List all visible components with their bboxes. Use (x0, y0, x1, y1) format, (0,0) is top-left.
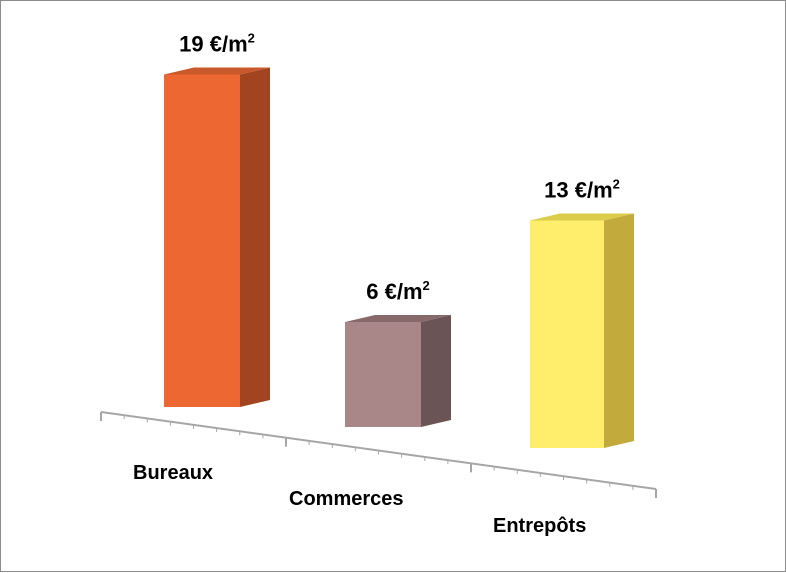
bar-bureaux (164, 67, 270, 407)
data-label-exponent: 2 (613, 177, 620, 192)
bar-entrepots (530, 213, 634, 448)
bar-side-face (604, 213, 634, 448)
bar-top-face (164, 67, 270, 75)
data-label-bureaux: 19 €/m2 (179, 31, 255, 57)
data-label-unit: €/m (385, 279, 423, 304)
data-label-unit: €/m (210, 32, 248, 57)
data-label-exponent: 2 (248, 31, 255, 46)
bar-commerces (345, 315, 451, 427)
bar-side-face (240, 67, 270, 407)
bars (164, 67, 634, 448)
bar-front-face (164, 74, 240, 407)
category-axis (100, 411, 657, 498)
data-label-value: 6 (366, 279, 384, 304)
bar-front-face (345, 322, 421, 427)
category-labels: Bureaux Commerces Entrepôts (133, 462, 586, 537)
data-label-commerces: 6 €/m2 (366, 278, 430, 304)
bar-side-face (421, 315, 451, 427)
category-label-bureaux: Bureaux (133, 462, 213, 484)
data-label-entrepots: 13 €/m2 (544, 177, 620, 203)
data-label-value: 13 (544, 178, 575, 203)
bar-top-face (530, 213, 634, 221)
category-label-entrepots: Entrepôts (493, 515, 586, 537)
data-label-value: 19 (179, 32, 210, 57)
bar-top-face (345, 315, 451, 322)
data-label-exponent: 2 (423, 278, 430, 293)
bar-front-face (530, 220, 604, 448)
category-label-commerces: Commerces (289, 488, 404, 510)
data-label-unit: €/m (575, 178, 613, 203)
